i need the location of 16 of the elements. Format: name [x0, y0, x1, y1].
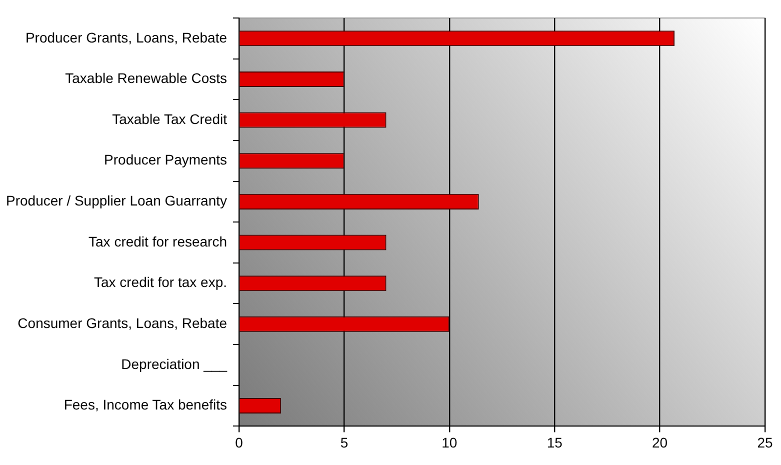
x-tick-label: 0 [235, 434, 244, 450]
y-tick-label: Fees, Income Tax benefits [64, 396, 228, 413]
y-tick-label: Producer / Supplier Loan Guarranty [6, 192, 228, 209]
x-tick-label: 5 [340, 434, 348, 450]
x-tick-label: 20 [652, 434, 668, 450]
x-tick-label: 25 [757, 434, 773, 450]
y-tick-label: Taxable Tax Credit [112, 110, 228, 127]
x-tick-label: 15 [546, 434, 563, 450]
y-tick-label: Producer Grants, Loans, Rebate [25, 29, 228, 46]
y-tick-label: Producer Payments [104, 152, 228, 168]
y-tick-label: Taxable Renewable Costs [65, 70, 228, 86]
y-tick-label: Tax credit for research [88, 233, 228, 250]
y-tick-label: Depreciation ___ [121, 356, 228, 372]
y-tick-label: Tax credit for tax exp. [94, 274, 228, 290]
x-tick-label: 10 [442, 434, 458, 450]
y-tick-label: Consumer Grants, Loans, Rebate [18, 315, 228, 332]
